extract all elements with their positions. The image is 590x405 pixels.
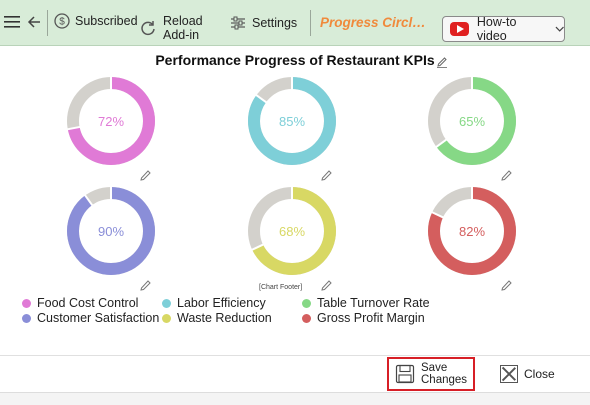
edit-chart-pencil-icon[interactable] (140, 170, 151, 181)
close-icon (500, 365, 518, 383)
legend-item[interactable]: Labor Efficiency (162, 296, 266, 310)
subscribed-label: Subscribed (75, 14, 138, 28)
dollar-icon: $ (54, 13, 70, 29)
edit-chart-pencil-icon[interactable] (321, 280, 332, 291)
sheet-grid-strip (0, 392, 590, 405)
legend-swatch (22, 298, 31, 308)
donut-value-label: 68% (279, 224, 305, 239)
subscribed-button[interactable]: $ Subscribed (54, 13, 138, 29)
edit-chart-pencil-icon[interactable] (501, 170, 512, 181)
chart-title[interactable]: Performance Progress of Restaurant KPIs (0, 52, 590, 68)
donut-gap (66, 125, 81, 131)
close-label: Close (524, 367, 555, 381)
close-button[interactable]: Close (500, 362, 570, 386)
donut-labor-efficiency: 85% (248, 76, 336, 181)
legend-item[interactable]: Table Turnover Rate (302, 296, 430, 310)
legend-swatch (22, 313, 31, 323)
menu-icon[interactable] (4, 15, 20, 29)
donut-gross-profit-margin: 82% (428, 186, 516, 291)
save-icon (395, 364, 415, 384)
edit-title-pencil-icon[interactable] (436, 56, 448, 68)
donut-value-label: 82% (459, 224, 485, 239)
donut-gap (435, 138, 448, 149)
donut-waste-reduction: 68% (248, 186, 336, 291)
sliders-icon (231, 16, 245, 30)
donut-value-label: 72% (98, 114, 124, 129)
donut-value-label: 90% (98, 224, 124, 239)
divider (0, 355, 590, 356)
legend-item[interactable]: Gross Profit Margin (302, 311, 425, 325)
toolbar-separator (47, 10, 48, 36)
legend-swatch (302, 298, 311, 308)
legend-label: Customer Satisfaction (37, 311, 160, 325)
reload-label-line2: Add-in (163, 28, 200, 42)
legend-label: Waste Reduction (177, 311, 272, 325)
youtube-icon (450, 22, 469, 36)
svg-text:$: $ (59, 17, 65, 28)
reload-icon (141, 21, 155, 36)
legend-swatch (302, 313, 311, 323)
donut-gap (255, 93, 268, 104)
legend-item[interactable]: Food Cost Control (22, 296, 138, 310)
edit-chart-pencil-icon[interactable] (140, 280, 151, 291)
save-label-line1: Save (421, 362, 448, 374)
donut-value-label: 85% (279, 114, 305, 129)
donut-table-turnover-rate: 65% (428, 76, 516, 181)
save-changes-button[interactable]: Save Changes (387, 357, 475, 391)
back-icon[interactable] (26, 14, 42, 30)
edit-chart-pencil-icon[interactable] (321, 170, 332, 181)
reload-label-line1: Reload (163, 14, 203, 28)
save-label-line2: Changes (421, 374, 468, 386)
chevron-down-icon (555, 26, 564, 32)
edit-chart-pencil-icon[interactable] (501, 280, 512, 291)
donut-gap (430, 210, 445, 219)
settings-label: Settings (252, 16, 298, 30)
donut-value-label: 65% (459, 114, 485, 129)
howto-label: How-to video (476, 15, 517, 43)
legend-item[interactable]: Customer Satisfaction (22, 311, 159, 325)
legend-swatch (162, 298, 171, 308)
donut-gap (250, 243, 265, 252)
toolbar-separator (310, 10, 311, 36)
donut-gap (83, 194, 94, 207)
reload-addin-button[interactable]: Reload Add-in (139, 14, 203, 42)
legend-item[interactable]: Waste Reduction (162, 311, 272, 325)
chart-title-text: Performance Progress of Restaurant KPIs (155, 52, 435, 68)
legend-label: Gross Profit Margin (317, 311, 425, 325)
toolbar: $ Subscribed Reload Add-in Settings Prog… (0, 0, 590, 46)
legend-label: Food Cost Control (37, 296, 139, 310)
howto-video-dropdown[interactable]: How-to video (442, 15, 565, 43)
legend-label: Table Turnover Rate (317, 296, 430, 310)
legend-label: Labor Efficiency (177, 296, 266, 310)
donut-food-cost-control: 72% (66, 76, 155, 181)
donut-customer-satisfaction: 90% (67, 186, 155, 291)
chart-footer[interactable]: [Chart Footer] (259, 284, 303, 291)
legend-swatch (162, 313, 171, 323)
settings-button[interactable]: Settings (230, 15, 297, 31)
